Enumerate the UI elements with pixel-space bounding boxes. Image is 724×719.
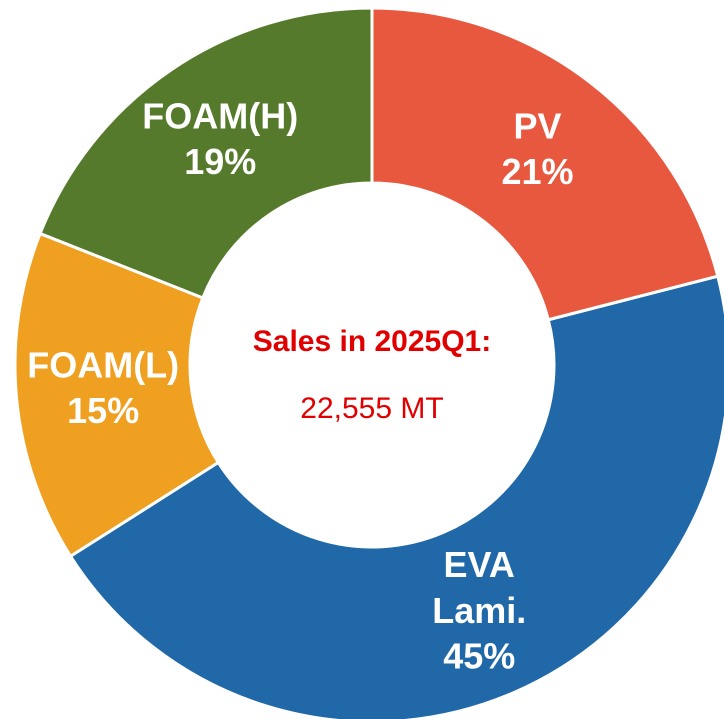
category-label: PV bbox=[513, 105, 561, 146]
value-label: 21% bbox=[501, 151, 573, 192]
category-label: FOAM(L) bbox=[27, 344, 179, 385]
category-label: FOAM(H) bbox=[142, 95, 298, 136]
center-title: Sales in 2025Q1: bbox=[253, 325, 491, 358]
donut-segment bbox=[370, 6, 720, 322]
donut-segment bbox=[38, 6, 374, 300]
value-label: 19% bbox=[184, 141, 256, 182]
center-value: 22,555 MT bbox=[300, 392, 443, 425]
value-label: 15% bbox=[67, 390, 139, 431]
donut-segment bbox=[68, 274, 724, 719]
value-label: 45% bbox=[443, 635, 515, 676]
donut-segment bbox=[13, 231, 221, 559]
category-label: EVA Lami. bbox=[432, 543, 526, 630]
